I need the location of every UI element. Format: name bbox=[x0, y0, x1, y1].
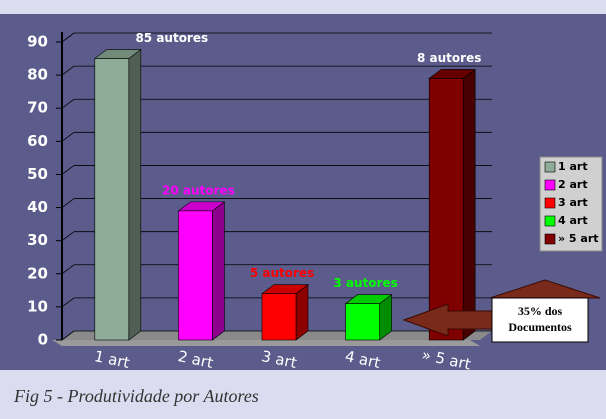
grid-line-side bbox=[61, 198, 75, 208]
y-tick-label: 20 bbox=[27, 264, 48, 282]
legend-swatch bbox=[544, 161, 556, 173]
grid-line-side bbox=[61, 231, 75, 241]
bar-side bbox=[128, 48, 142, 341]
bar bbox=[428, 78, 464, 341]
legend-label: » 5 art bbox=[558, 232, 599, 245]
grid-line-side bbox=[61, 32, 75, 43]
grid-line-side bbox=[61, 165, 75, 175]
y-tick-label: 50 bbox=[27, 165, 48, 183]
legend-swatch bbox=[544, 197, 556, 209]
callout-line: Documentos bbox=[508, 320, 572, 334]
callout-line: 35% dos bbox=[518, 304, 563, 318]
bar bbox=[94, 58, 130, 341]
callout-text: 35% dos Documentos bbox=[508, 304, 572, 334]
grid-line-side bbox=[61, 65, 75, 76]
bar bbox=[345, 303, 380, 341]
legend-swatch bbox=[544, 179, 556, 191]
y-tick-label: 0 bbox=[38, 331, 48, 349]
bar bbox=[261, 293, 297, 341]
annotation: 20 autores bbox=[162, 183, 235, 197]
bar-side bbox=[462, 68, 476, 341]
legend: 1 art 2 art 3 art 4 art » 5 art bbox=[539, 156, 603, 252]
legend-swatch bbox=[544, 233, 556, 245]
grid-line-side bbox=[61, 264, 75, 275]
legend-label: 2 art bbox=[558, 178, 588, 191]
annotation: 85 autores bbox=[135, 31, 208, 45]
grid-line-side bbox=[61, 297, 75, 308]
caption: Fig 5 - Produtividade por Autores bbox=[13, 386, 259, 406]
y-tick-label: 90 bbox=[27, 33, 48, 51]
bar-side bbox=[295, 284, 309, 341]
y-tick-label: 80 bbox=[27, 66, 48, 84]
legend-label: 4 art bbox=[558, 214, 588, 227]
y-tick-label: 70 bbox=[27, 99, 48, 117]
y-tick-label: 40 bbox=[27, 198, 48, 216]
legend-label: 3 art bbox=[558, 196, 588, 209]
bar-side bbox=[212, 201, 225, 341]
y-tick-label: 60 bbox=[27, 132, 48, 150]
grid-line-side bbox=[61, 98, 75, 109]
floor-front bbox=[52, 340, 480, 346]
grid-line-side bbox=[61, 132, 75, 142]
annotation: 5 autores bbox=[250, 266, 314, 280]
callout-box bbox=[491, 297, 589, 343]
y-tick-label: 30 bbox=[27, 231, 48, 249]
legend-swatch bbox=[544, 215, 556, 227]
annotation: 3 autores bbox=[333, 276, 397, 290]
legend-label: 1 art bbox=[558, 160, 588, 173]
y-tick-label: 10 bbox=[27, 297, 48, 315]
bar bbox=[178, 210, 213, 341]
annotation: 8 autores bbox=[417, 51, 481, 65]
grid-line-side bbox=[61, 330, 75, 341]
